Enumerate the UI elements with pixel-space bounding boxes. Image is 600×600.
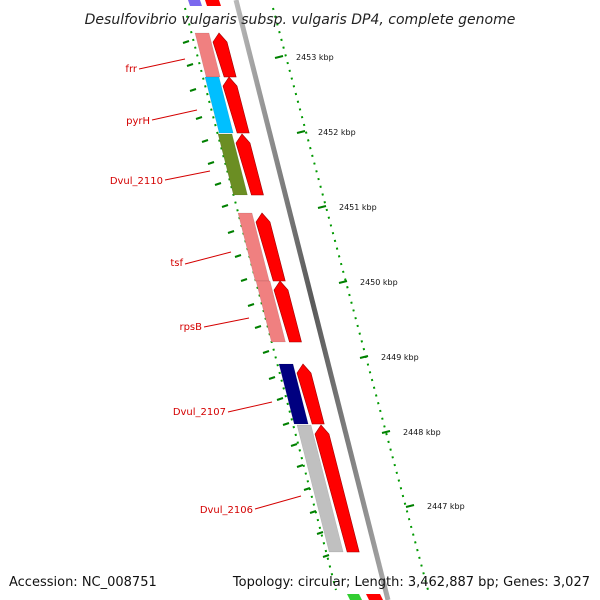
gene-leader-line — [151, 109, 198, 121]
outer-dotted-track — [272, 7, 429, 591]
gene-block-dvul_2107[interactable] — [278, 363, 325, 425]
scale-tick — [359, 355, 369, 359]
scale-tick — [405, 504, 415, 508]
scale-tick — [338, 280, 348, 284]
inner-tick — [189, 88, 197, 92]
scale-label: 2449 kbp — [381, 353, 419, 362]
gene-block-pyrh[interactable] — [204, 76, 250, 134]
scale-tick — [274, 55, 284, 59]
inner-tick — [195, 116, 203, 120]
scale-tick — [317, 205, 327, 209]
cds-arrow — [314, 424, 360, 553]
partial-gene-top — [188, 0, 221, 6]
scale-label: 2447 kbp — [427, 502, 465, 511]
cds-arrow — [222, 76, 250, 134]
inner-tick — [316, 531, 324, 535]
inner-tick — [309, 510, 317, 514]
inner-tick — [214, 182, 222, 186]
gene-label-dvul_2106[interactable]: Dvul_2106 — [200, 505, 253, 516]
gene-block-rpsb[interactable] — [255, 280, 302, 343]
inner-tick — [303, 487, 311, 491]
scale-label: 2450 kbp — [360, 278, 398, 287]
inner-tick — [254, 325, 262, 329]
inner-tick — [276, 397, 284, 401]
inner-tick — [186, 63, 194, 67]
inner-tick — [262, 350, 270, 354]
inner-tick — [227, 230, 235, 234]
gene-leader-line — [254, 495, 302, 510]
scale-labels: 2453 kbp 2452 kbp 2451 kbp 2450 kbp 2449 kbp… — [296, 53, 465, 511]
scale-tick — [381, 430, 391, 434]
inner-tick — [296, 464, 304, 468]
accession-text: Accession: NC_008751 — [9, 575, 157, 590]
inner-tick — [240, 278, 248, 282]
cds-arrow — [296, 363, 325, 425]
cds-arrow — [273, 280, 302, 343]
inner-tick — [207, 161, 215, 165]
cds-arrow — [255, 212, 286, 282]
inner-tick — [182, 40, 190, 44]
inner-tick — [201, 139, 209, 143]
gene-leader-line — [203, 317, 250, 328]
gene-body — [255, 280, 286, 343]
inner-tick — [282, 422, 290, 426]
gene-leader-line — [138, 58, 186, 70]
inner-tick — [234, 254, 242, 258]
scale-tick — [296, 130, 306, 134]
inner-tick — [247, 303, 255, 307]
gene-body — [194, 32, 221, 78]
scale-label: 2451 kbp — [339, 203, 377, 212]
gene-leader-line — [184, 251, 232, 265]
gene-blocks — [194, 32, 360, 553]
scale-label: 2452 kbp — [318, 128, 356, 137]
gene-leader-line — [227, 401, 273, 413]
scale-ticks — [182, 40, 415, 558]
gene-block-tsf[interactable] — [237, 212, 286, 282]
gene-body — [217, 133, 248, 196]
inner-tick — [221, 204, 229, 208]
gene-block-dvul_2110[interactable] — [217, 133, 264, 196]
genome-backbone — [233, 0, 391, 600]
scale-label: 2448 kbp — [403, 428, 441, 437]
gene-body — [278, 363, 309, 425]
gene-label-pyrh[interactable]: pyrH — [126, 116, 150, 127]
gene-block-dvul_2106[interactable] — [296, 424, 360, 553]
genome-summary-text: Topology: circular; Length: 3,462,887 bp… — [232, 575, 590, 590]
inner-tick — [268, 376, 276, 380]
cds-arrow — [212, 32, 237, 78]
map-title: Desulfovibrio vulgaris subsp. vulgaris D… — [85, 12, 516, 28]
gene-block-frr[interactable] — [194, 32, 237, 78]
partial-gene-bottom — [347, 594, 383, 600]
gene-label-dvul_2107[interactable]: Dvul_2107 — [173, 407, 226, 418]
cds-arrow — [235, 133, 264, 196]
inner-tick — [290, 443, 298, 447]
gene-body — [204, 76, 234, 134]
gene-label-frr[interactable]: frr — [125, 64, 137, 75]
gene-label-dvul_2110[interactable]: Dvul_2110 — [110, 176, 163, 187]
gene-body — [296, 424, 344, 553]
gene-label-tsf[interactable]: tsf — [170, 258, 183, 269]
gene-leader-line — [164, 170, 211, 181]
gene-label-rpsb[interactable]: rpsB — [179, 322, 202, 333]
scale-label: 2453 kbp — [296, 53, 334, 62]
inner-tick — [322, 554, 330, 558]
